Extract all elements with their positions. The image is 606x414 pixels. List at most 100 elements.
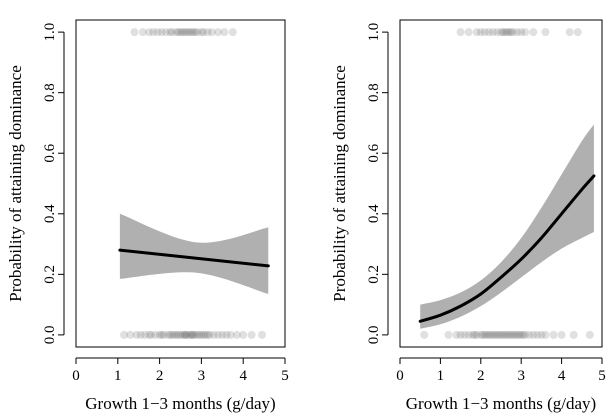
data-point <box>472 28 481 37</box>
data-point <box>205 330 214 339</box>
data-point <box>197 330 206 339</box>
data-point <box>151 330 160 339</box>
data-point <box>470 330 479 339</box>
x-tick-label: 0 <box>72 368 80 384</box>
x-tick-label: 2 <box>156 368 164 384</box>
data-point <box>120 330 129 339</box>
data-point <box>181 330 190 339</box>
data-point <box>444 330 453 339</box>
data-point <box>565 28 574 37</box>
data-point <box>172 330 181 339</box>
data-point <box>170 330 179 339</box>
data-point <box>157 330 166 339</box>
data-point <box>541 28 550 37</box>
y-tick-label: 1.0 <box>366 23 382 42</box>
y-tick-label: 0.4 <box>42 204 58 223</box>
data-point <box>214 330 223 339</box>
data-point <box>136 330 145 339</box>
data-point <box>239 330 248 339</box>
x-tick-label: 5 <box>598 368 606 384</box>
data-point <box>186 28 195 37</box>
data-point <box>176 28 185 37</box>
y-tick-label: 0.2 <box>42 265 58 284</box>
data-point <box>157 28 166 37</box>
data-point <box>484 28 493 37</box>
y-tick-label: 1.0 <box>42 23 58 42</box>
data-point <box>476 330 485 339</box>
data-point <box>222 330 231 339</box>
data-point <box>482 330 491 339</box>
data-point <box>480 330 489 339</box>
data-point <box>492 330 501 339</box>
data-point <box>507 28 516 37</box>
data-point <box>174 28 183 37</box>
data-point <box>145 28 154 37</box>
data-point <box>497 28 505 37</box>
data-point <box>209 330 218 339</box>
data-point <box>464 28 473 37</box>
data-point <box>197 28 206 37</box>
x-tick-label: 1 <box>437 368 445 384</box>
x-axis-label: Growth 1−3 months (g/day) <box>406 394 596 413</box>
data-point <box>247 330 256 339</box>
data-point <box>153 28 162 37</box>
data-point <box>138 28 147 37</box>
x-tick-label: 3 <box>198 368 206 384</box>
data-point <box>189 330 198 339</box>
data-point <box>174 330 183 339</box>
data-point <box>507 330 516 339</box>
data-point <box>186 330 195 339</box>
data-point <box>529 330 538 339</box>
y-tick-label: 0.4 <box>366 204 382 223</box>
data-point <box>182 28 191 37</box>
data-point <box>480 28 489 37</box>
data-point <box>172 28 181 37</box>
data-point <box>499 330 508 339</box>
y-tick-label: 0.6 <box>42 143 58 162</box>
data-point <box>228 28 237 37</box>
confidence-band <box>119 213 269 295</box>
data-point <box>226 330 235 339</box>
data-point <box>464 330 473 339</box>
data-point <box>468 330 477 339</box>
y-tick-label: 0.6 <box>366 143 382 162</box>
x-tick-label: 1 <box>114 368 122 384</box>
y-tick-label: 0.8 <box>42 83 58 102</box>
data-point <box>199 330 208 339</box>
data-point <box>513 28 522 37</box>
plot-frame <box>399 19 603 348</box>
data-point <box>220 28 229 37</box>
data-point <box>188 330 197 339</box>
data-point <box>511 330 520 339</box>
data-point <box>149 28 158 37</box>
data-point <box>159 330 168 339</box>
x-tick-label: 2 <box>477 368 485 384</box>
data-point <box>573 28 582 37</box>
data-point <box>258 330 267 339</box>
data-point <box>191 330 200 339</box>
data-point <box>155 330 164 339</box>
data-point <box>488 28 497 37</box>
data-point <box>517 28 526 37</box>
data-point <box>195 330 204 339</box>
plot-frame <box>75 19 286 348</box>
data-point <box>163 330 172 339</box>
data-point <box>130 28 139 37</box>
data-point <box>456 28 465 37</box>
data-point <box>176 330 185 339</box>
data-point <box>193 330 202 339</box>
data-point <box>452 330 461 339</box>
data-point <box>513 330 522 339</box>
data-point <box>140 330 149 339</box>
data-point <box>232 330 241 339</box>
data-point <box>476 28 485 37</box>
data-point <box>178 28 187 37</box>
data-point <box>533 330 542 339</box>
data-point <box>168 28 177 37</box>
data-point <box>126 330 135 339</box>
x-tick-label: 0 <box>396 368 404 384</box>
fitted-curve <box>418 174 596 323</box>
data-point <box>503 330 512 339</box>
